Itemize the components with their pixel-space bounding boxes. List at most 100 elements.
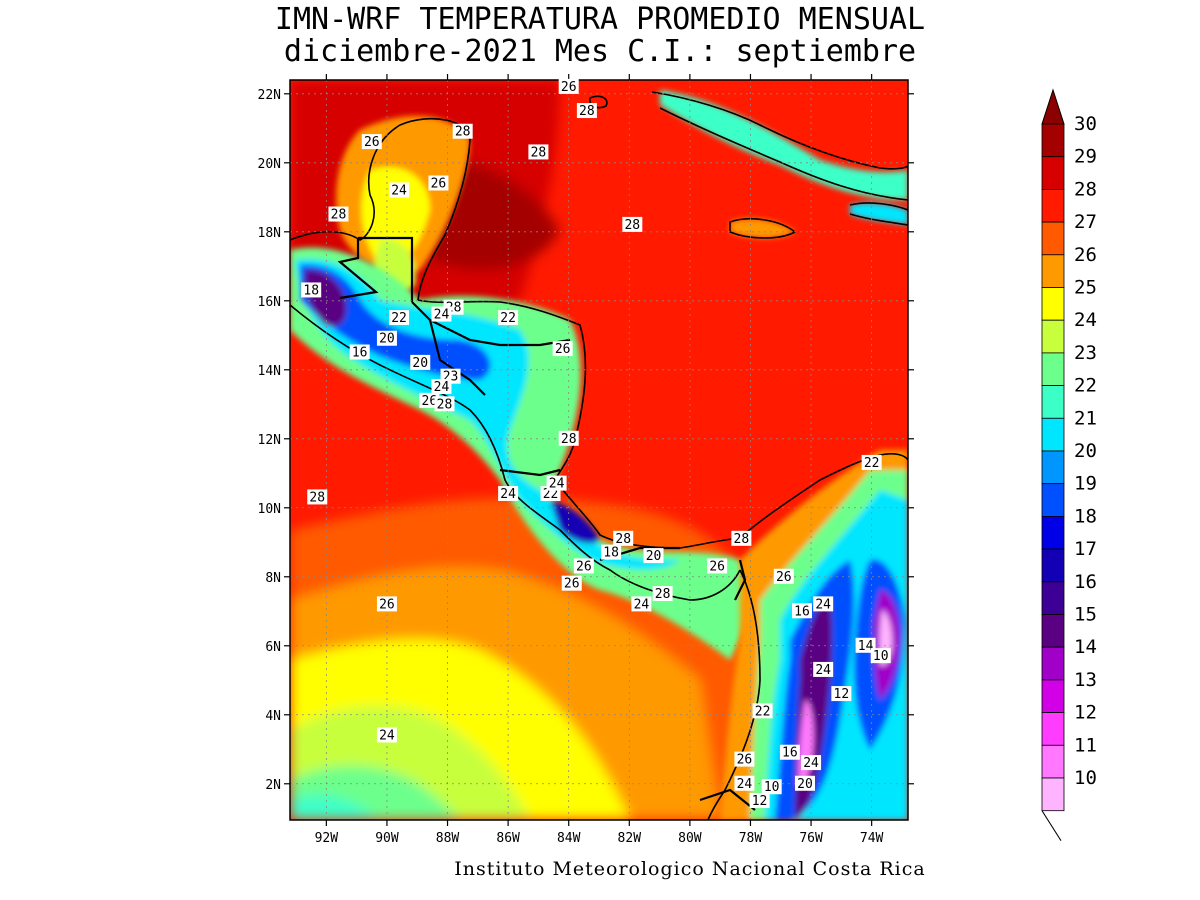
contour-label-text: 24 bbox=[634, 597, 650, 612]
contour-label-box bbox=[752, 703, 773, 719]
contour-label: 22 bbox=[389, 310, 410, 326]
contour-label-text: 20 bbox=[646, 549, 662, 564]
contour-label-text: 26 bbox=[709, 559, 725, 574]
contour-label-box bbox=[870, 648, 891, 664]
contour-label-text: 10 bbox=[873, 649, 889, 664]
contour-label-box bbox=[855, 637, 876, 653]
contour-label: 20 bbox=[643, 548, 664, 564]
contour-label-text: 28 bbox=[437, 397, 453, 412]
colorbar-swatch bbox=[1041, 450, 1065, 485]
lat-tick-label: 2N bbox=[265, 778, 281, 793]
contour-label-text: 28 bbox=[734, 532, 750, 547]
contour-label: 22 bbox=[861, 454, 882, 471]
colorbar-level-label: 10 bbox=[1074, 767, 1097, 789]
contour-label: 26 bbox=[773, 568, 794, 585]
contour-label-box bbox=[376, 330, 397, 346]
contour-label-text: 28 bbox=[579, 104, 595, 119]
contour-label: 26 bbox=[707, 558, 728, 574]
contour-label: 28 bbox=[434, 396, 455, 412]
plot-frame bbox=[289, 79, 909, 821]
colorbar-level-label: 11 bbox=[1074, 734, 1097, 756]
contour-label-text: 26 bbox=[555, 342, 571, 357]
contour-label: 26 bbox=[573, 558, 594, 574]
contour-label: 24 bbox=[631, 596, 652, 612]
colorbar-level-label: 14 bbox=[1074, 636, 1097, 658]
colorbar-level-label: 15 bbox=[1074, 604, 1097, 626]
contour-label-text: 20 bbox=[412, 356, 428, 371]
lon-tick-label: 90W bbox=[375, 831, 399, 846]
colorbar-level-label: 28 bbox=[1074, 178, 1097, 200]
colorbar-swatch bbox=[1041, 516, 1065, 550]
contour-label-text: 16 bbox=[782, 746, 798, 761]
contour-label: 12 bbox=[749, 793, 770, 809]
contour-label-box bbox=[434, 396, 455, 412]
contour-label: 28 bbox=[622, 216, 643, 233]
contour-label-box bbox=[528, 144, 549, 160]
contour-label-box bbox=[558, 430, 579, 446]
colorbar-swatch bbox=[1041, 712, 1065, 746]
contour-label-box bbox=[734, 751, 755, 767]
contour-label-text: 26 bbox=[561, 80, 577, 95]
colorbar-swatch bbox=[1041, 254, 1065, 288]
colorbar-swatch bbox=[1041, 483, 1065, 517]
contour-label-text: 22 bbox=[755, 704, 771, 719]
contour-label-box bbox=[761, 779, 782, 795]
contour-label: 26 bbox=[558, 78, 579, 95]
lon-tick-label: 82W bbox=[618, 831, 642, 846]
contour-label-text: 24 bbox=[434, 380, 450, 395]
contour-label: 28 bbox=[652, 586, 673, 602]
contour-label-box bbox=[431, 306, 452, 322]
contour-label-text: 18 bbox=[603, 546, 619, 561]
contour-label-box bbox=[749, 793, 770, 809]
contour-label: 16 bbox=[791, 603, 812, 619]
lat-tick-label: 6N bbox=[265, 640, 281, 655]
colorbar: 30 29 28 27 26 25 24 23 22 21 20 19 18 17 16 15 14 13 12 11… bbox=[1041, 88, 1097, 841]
contour-label-text: 26 bbox=[431, 176, 447, 191]
colorbar-level-label: 17 bbox=[1074, 538, 1097, 560]
lon-tick-label: 76W bbox=[799, 831, 823, 846]
contour-label: 28 bbox=[328, 206, 349, 223]
contour-label-box bbox=[731, 530, 752, 546]
colorbar-swatch bbox=[1041, 679, 1065, 714]
contour-label: 24 bbox=[431, 306, 452, 323]
contour-label: 24 bbox=[734, 775, 755, 792]
colorbar-level-label: 20 bbox=[1074, 440, 1097, 462]
contour-label: 22 bbox=[498, 310, 519, 326]
contour-label-text: 20 bbox=[379, 332, 395, 347]
contour-label-box bbox=[552, 341, 573, 357]
contour-label-box bbox=[546, 475, 567, 491]
contour-label-box bbox=[707, 558, 728, 574]
contour-label: 26 bbox=[552, 341, 573, 357]
contour-label-box bbox=[773, 568, 794, 584]
contour-label-box bbox=[410, 354, 431, 370]
contour-label-text: 24 bbox=[434, 308, 450, 323]
colorbar-level-label: 12 bbox=[1074, 702, 1097, 724]
contour-label: 26 bbox=[419, 392, 440, 409]
contour-label-box bbox=[376, 727, 397, 743]
contour-label: 26 bbox=[428, 175, 449, 191]
contour-label: 28 bbox=[613, 530, 634, 547]
contour-label-text: 28 bbox=[655, 587, 671, 602]
colorbar-swatch bbox=[1041, 319, 1065, 354]
lon-tick-label: 80W bbox=[678, 831, 702, 846]
contour-label-box bbox=[601, 544, 622, 560]
contour-label-text: 22 bbox=[391, 311, 407, 326]
contour-label-text: 26 bbox=[364, 135, 380, 150]
contour-label: 16 bbox=[349, 344, 370, 361]
colorbar-swatch bbox=[1041, 156, 1065, 190]
contour-label-box bbox=[861, 454, 882, 470]
colorbar-level-label: 22 bbox=[1074, 375, 1097, 397]
contour-label-box bbox=[376, 596, 397, 612]
contour-label-box bbox=[795, 775, 815, 791]
colorbar-swatch bbox=[1041, 221, 1065, 256]
contour-label-text: 16 bbox=[794, 604, 810, 619]
colorbar-swatch bbox=[1041, 646, 1065, 681]
colorbar-swatch bbox=[1041, 614, 1065, 648]
contour-label-box bbox=[419, 392, 440, 408]
contour-label-text: 28 bbox=[309, 490, 325, 505]
contour-label: 28 bbox=[452, 123, 473, 140]
contour-label-box bbox=[431, 379, 452, 395]
lat-tick-label: 12N bbox=[258, 433, 281, 448]
contour-label-text: 22 bbox=[864, 456, 880, 471]
colorbar-level-label: 24 bbox=[1074, 309, 1097, 331]
